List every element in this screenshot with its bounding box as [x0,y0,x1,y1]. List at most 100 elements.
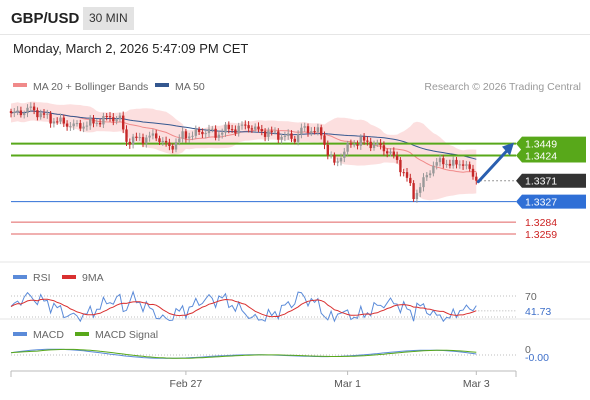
candle-body-130 [438,158,442,163]
candle-body-89 [303,126,306,128]
candle-body-1 [13,111,16,114]
candle-body-26 [95,122,98,124]
candle-body-5 [26,107,29,114]
candle-body-24 [89,118,92,126]
candle-body-100 [339,157,343,162]
timeframe-button[interactable]: 30 MIN [83,7,134,30]
candle-body-15 [59,117,62,122]
macd-signal-line [10,348,477,359]
candle-body-140 [471,168,475,177]
candle-body-53 [184,131,188,139]
candle-body-105 [356,144,359,146]
candle-body-12 [49,113,52,124]
rsi-line [10,290,477,323]
candlesticks [9,102,478,203]
candle-body-87 [296,134,300,142]
candle-body-28 [102,115,105,125]
candle-body-81 [277,131,280,140]
candle-body-37 [131,136,135,145]
candle-body-123 [415,192,419,200]
candle-body-17 [65,123,69,127]
candle-body-43 [151,133,155,136]
candle-body-51 [178,138,181,143]
rsi-ma-line [10,298,477,318]
copyright-text: Research © 2026 Trading Central [424,81,581,93]
symbol-title: GBP/USD [11,10,80,27]
candle-body-73 [250,128,254,130]
macd-legend-label: MACD [33,329,64,341]
candle-body-41 [145,137,148,144]
candle-body-141 [475,176,478,181]
macd-line [10,348,477,359]
ma20-legend-label: MA 20 + Bollinger Bands [33,81,148,93]
candle-body-18 [69,126,72,128]
candle-body-133 [448,163,452,166]
candle-body-112 [379,143,382,146]
resistance-level-label-5: 1.3259 [525,229,557,241]
x-tick-label-1: Mar 1 [334,378,361,390]
candle-body-54 [188,136,191,139]
candle-body-46 [161,140,164,143]
candle-body-16 [62,117,65,124]
candle-body-126 [425,175,428,178]
rsi-ma-legend-swatch [62,275,76,279]
candle-body-104 [353,144,356,146]
x-tick-label-0: Feb 27 [170,378,203,390]
price-levels [11,142,516,235]
candle-body-19 [72,123,75,127]
candle-body-22 [82,126,85,129]
candle-body-109 [369,141,372,149]
macd-signal-legend-swatch [75,332,89,336]
moving-averages [10,110,477,173]
forecast-arrow-head [502,142,514,156]
candle-body-106 [359,136,362,146]
candle-body-127 [428,173,432,176]
candle-body-134 [452,159,455,166]
candle-body-44 [155,133,158,139]
macd-zero-label: 0 [525,344,531,356]
candle-body-45 [158,138,161,143]
candle-body-72 [247,125,250,129]
candle-body-99 [336,161,339,163]
candle-body-61 [211,128,214,130]
candle-body-97 [329,154,333,156]
candle-body-70 [240,124,244,126]
candle-body-2 [16,110,19,112]
rsi-indicator: 70 41.73 [10,290,551,323]
ma50-legend-label: MA 50 [175,81,205,93]
candle-body-9 [39,113,42,118]
candle-body-39 [138,137,141,139]
rsi-legend-swatch [13,275,27,279]
candle-body-138 [465,164,468,166]
rsi-level-70-label: 70 [525,291,537,303]
candle-body-79 [270,130,273,133]
forecast-arrow [476,142,514,184]
candle-body-64 [221,132,224,135]
candle-body-69 [237,125,240,134]
candle-body-25 [92,118,95,124]
candle-body-27 [98,122,102,125]
support-level-label: 1.3327 [525,197,557,209]
candle-body-32 [115,119,118,122]
candle-body-38 [135,136,138,139]
candle-body-120 [405,172,409,178]
candle-body-42 [148,135,151,138]
current-price-label: 1.3371 [525,176,557,188]
candle-body-10 [42,113,46,115]
candle-body-62 [214,128,217,138]
ma50-legend-swatch [155,83,169,87]
candle-body-6 [29,106,32,108]
pivot-level-label-1: 1.3424 [525,151,557,163]
candle-body-11 [46,113,49,115]
candle-body-93 [316,127,320,132]
candle-body-86 [293,138,296,142]
candle-body-131 [442,158,445,165]
candle-body-125 [422,177,425,188]
macd-legend-swatch [13,332,27,336]
candle-body-55 [191,135,194,137]
candle-body-66 [227,124,230,130]
candle-body-23 [85,125,89,127]
candle-body-111 [376,143,379,145]
candle-body-36 [128,141,131,145]
